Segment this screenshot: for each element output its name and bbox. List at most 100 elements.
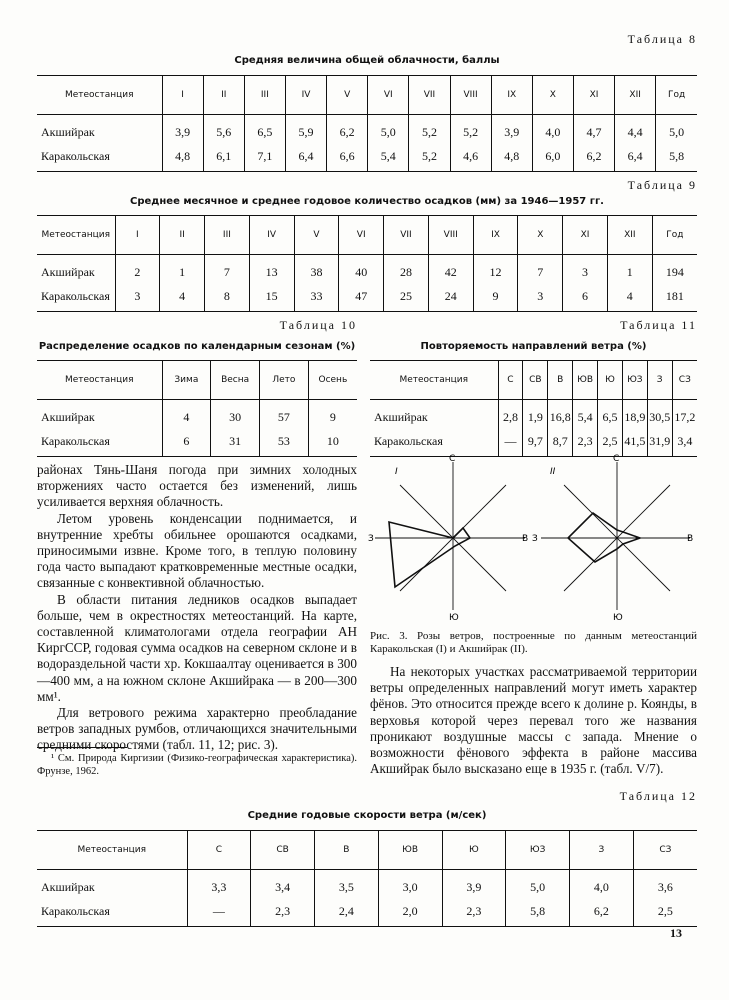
column-header: I bbox=[161, 75, 204, 115]
page-number: 13 bbox=[670, 926, 682, 940]
column-header: З bbox=[569, 830, 634, 870]
table-cell: 5,6 bbox=[202, 114, 245, 144]
column-header: VII bbox=[408, 75, 451, 115]
table-cell: 3,9 bbox=[441, 869, 506, 899]
table-cell: 2,4 bbox=[314, 899, 379, 927]
column-header: В bbox=[314, 830, 379, 870]
table-cell: 4 bbox=[159, 284, 205, 312]
column-header: XII bbox=[606, 215, 653, 255]
table-cell: 17,2 bbox=[671, 399, 697, 429]
table-row: Акшийрак 4 30 57 9 bbox=[37, 399, 357, 429]
table-cell: 6,2 bbox=[569, 899, 634, 927]
table-cell: 16,8 bbox=[547, 399, 573, 429]
table-cell: 2,0 bbox=[377, 899, 442, 927]
table-cell: 4,8 bbox=[161, 144, 204, 172]
table-cell: 53 bbox=[259, 429, 309, 457]
paragraph: На некоторых участках рассматриваемой те… bbox=[370, 664, 697, 777]
table-title: Средние годовые скорости ветра (м/сек) bbox=[247, 810, 487, 821]
table-cell: 38 bbox=[293, 254, 339, 284]
column-header: Год bbox=[655, 75, 697, 115]
table-cell: Каракольская bbox=[41, 148, 110, 163]
table-title: Среднее месячное и среднее годовое колич… bbox=[130, 196, 604, 207]
table-cell: 2 bbox=[114, 254, 160, 284]
header-row: Метеостанция С СВ В ЮВ Ю ЮЗ З СЗ bbox=[37, 830, 697, 870]
table-row: Акшийрак 3,9 5,6 6,5 5,9 6,2 5,0 5,2 5,2 3,9 4,0 4,… bbox=[37, 114, 697, 144]
table-row: Акшийрак 2 1 7 13 38 40 28 42 12 7 3 1 194 bbox=[37, 254, 697, 284]
table-cell: 6,6 bbox=[326, 144, 368, 172]
direction-label: Ю bbox=[449, 613, 459, 623]
column-header: VIII bbox=[449, 75, 492, 115]
table-cell: Акшийрак bbox=[41, 409, 95, 424]
wind-rose-figure: I С В Ю З II С В Ю З bbox=[368, 454, 693, 623]
column-header: СВ bbox=[250, 830, 315, 870]
table-cell: 4,0 bbox=[569, 869, 634, 899]
column-header: IV bbox=[248, 215, 295, 255]
table-cell: 30,5 bbox=[646, 399, 673, 429]
column-header: ЮЗ bbox=[621, 360, 648, 400]
column-header: XI bbox=[572, 75, 615, 115]
column-header: III bbox=[243, 75, 286, 115]
table-cell: 8 bbox=[204, 284, 250, 312]
table-cell: 4 bbox=[161, 399, 211, 429]
direction-label: В bbox=[687, 534, 693, 544]
table-cell: Каракольская bbox=[41, 288, 110, 303]
table-cell: 5,2 bbox=[449, 114, 492, 144]
figure-caption: Рис. 3. Розы ветров, построенные по данн… bbox=[370, 630, 697, 655]
table-cell: 6,5 bbox=[243, 114, 286, 144]
column-header: VIII bbox=[427, 215, 474, 255]
direction-label: С bbox=[613, 454, 619, 464]
table-cell: 9 bbox=[307, 399, 357, 429]
table-cell: 3,5 bbox=[314, 869, 379, 899]
column-header: Зима bbox=[161, 360, 211, 400]
direction-label: Ю bbox=[613, 613, 623, 623]
table-label: Таблица 12 bbox=[619, 789, 697, 803]
column-header: СВ bbox=[522, 360, 548, 400]
table-cell: — bbox=[497, 429, 523, 457]
table-title: Повторяемость направлений ветра (%) bbox=[420, 341, 647, 352]
column-header: I bbox=[114, 215, 160, 255]
column-header: Метеостанция bbox=[37, 830, 187, 870]
header-row: Метеостанция I II III IV V VI VII VIII IX X XI XII Го… bbox=[37, 215, 697, 255]
table-label: Таблица 11 bbox=[620, 318, 697, 332]
table-cell: 13 bbox=[248, 254, 295, 284]
table-cell: 5,2 bbox=[408, 114, 451, 144]
column-header: С bbox=[497, 360, 523, 400]
table-cell: 12 bbox=[472, 254, 518, 284]
column-header: СЗ bbox=[632, 830, 697, 870]
column-header: Ю bbox=[597, 360, 623, 400]
paragraph: Летом уровень конденсации поднимается, и… bbox=[37, 510, 357, 591]
table-cell: Каракольская bbox=[41, 433, 110, 448]
column-header: V bbox=[293, 215, 339, 255]
table-cell: 4,8 bbox=[490, 144, 533, 172]
table-cell: — bbox=[186, 899, 251, 927]
table-cell: 4,6 bbox=[449, 144, 492, 172]
column-header: З bbox=[646, 360, 673, 400]
table-cell: 47 bbox=[338, 284, 384, 312]
column-header: X bbox=[517, 215, 563, 255]
table-cell: 3,6 bbox=[632, 869, 697, 899]
table-cell: Акшийрак bbox=[374, 409, 428, 424]
column-header: Осень bbox=[307, 360, 357, 400]
column-header: ЮВ bbox=[572, 360, 598, 400]
data-table: Метеостанция С СВ В ЮВ Ю ЮЗ З СЗ Акшийрак 3,3 3,4 3,… bbox=[37, 830, 697, 927]
data-table: Метеостанция I II III IV V VI VII VIII IX X XI XII Го… bbox=[37, 75, 697, 172]
data-table: Метеостанция С СВ В ЮВ Ю ЮЗ З СЗ Акшийрак 2,8 1,9 16… bbox=[370, 360, 697, 457]
table-cell: 1 bbox=[606, 254, 653, 284]
paragraph: районах Тянь-Шаня погода при зимних холо… bbox=[37, 462, 357, 510]
column-header: IX bbox=[490, 75, 533, 115]
table-cell: 41,5 bbox=[621, 429, 648, 457]
table-cell: 6 bbox=[562, 284, 608, 312]
table-cell: 9 bbox=[472, 284, 518, 312]
table-cell: 4 bbox=[606, 284, 653, 312]
column-header: XI bbox=[562, 215, 608, 255]
table-cell: 5,0 bbox=[505, 869, 570, 899]
column-header: II bbox=[202, 75, 245, 115]
table-cell: 5,9 bbox=[284, 114, 327, 144]
table-cell: 194 bbox=[651, 254, 697, 284]
table-row: Каракольская —2,3 2,4 2,0 2,3 5,8 6,2 2,5 bbox=[37, 899, 697, 927]
table-cell: 5,8 bbox=[505, 899, 570, 927]
table-cell: 31 bbox=[210, 429, 260, 457]
table-cell: 15 bbox=[248, 284, 295, 312]
